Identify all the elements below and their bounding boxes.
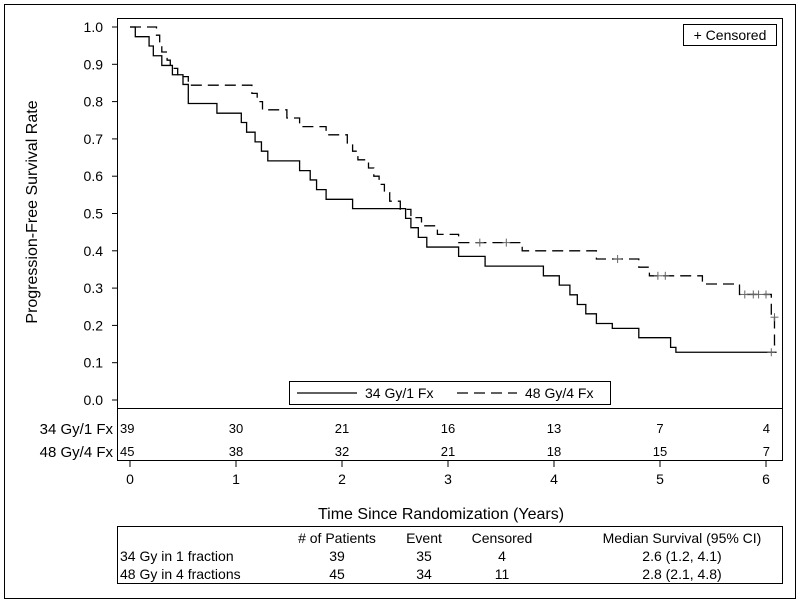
- at-risk-value-48gy: 18: [547, 444, 561, 459]
- series-layer: [130, 26, 777, 353]
- at-risk-label-48gy: 48 Gy/4 Fx: [40, 444, 114, 461]
- censor-mark: [613, 255, 622, 264]
- summary-cell: 48 Gy in 4 fractions: [120, 566, 241, 582]
- censor-mark: [767, 348, 776, 357]
- at-risk-value-48gy: 21: [441, 444, 455, 459]
- y-tick-label: 0.9: [84, 56, 104, 72]
- y-tick-label: 0.4: [84, 243, 104, 259]
- y-tick-label: 0.2: [84, 317, 104, 333]
- series-line-34gy: [130, 26, 777, 353]
- y-tick-label: 0.1: [84, 355, 104, 371]
- summary-cell: 11: [495, 566, 510, 582]
- censor-mark: [754, 290, 763, 299]
- at-risk-value-34gy: 7: [656, 421, 663, 436]
- at-risk-value-34gy: 30: [229, 421, 243, 436]
- summary-cell: 34 Gy in 1 fraction: [120, 548, 234, 564]
- summary-header-cell: Event: [406, 530, 442, 546]
- y-tick-label: 0.3: [84, 280, 104, 296]
- summary-cell: 2.8 (2.1, 4.8): [642, 566, 721, 582]
- x-axis-label: Time Since Randomization (Years): [318, 506, 564, 523]
- legend-label-48gy: 48 Gy/4 Fx: [525, 385, 593, 401]
- at-risk-value-48gy: 15: [653, 444, 667, 459]
- censor-mark: [770, 313, 779, 322]
- at-risk-value-34gy: 4: [763, 421, 770, 436]
- x-tick-label: 2: [338, 471, 346, 487]
- plot-frame: [117, 18, 783, 409]
- censor-mark: [475, 238, 484, 247]
- outer-border: [4, 4, 796, 599]
- y-tick-label: 0.6: [84, 168, 104, 184]
- at-risk-value-34gy: 21: [335, 421, 349, 436]
- x-tick-label: 3: [444, 471, 452, 487]
- y-tick-label: 1.0: [84, 19, 104, 35]
- at-risk-value-34gy: 16: [441, 421, 455, 436]
- at-risk-value-34gy: 13: [547, 421, 561, 436]
- x-tick-label: 5: [656, 471, 664, 487]
- y-axis: 0.0 0.1 0.2 0.3 0.4 0.5 0.6 0.7 0.8 0.9 1.0: [84, 19, 117, 408]
- summary-table-frame: [117, 526, 783, 584]
- x-tick-label: 0: [126, 471, 134, 487]
- at-risk-value-48gy: 32: [335, 444, 349, 459]
- at-risk-label-34gy: 34 Gy/1 Fx: [40, 421, 114, 438]
- censored-legend-label: + Censored: [694, 27, 767, 43]
- censor-mark: [502, 238, 511, 247]
- summary-header-cell: Median Survival (95% CI): [603, 530, 762, 546]
- summary-cell: 34: [416, 566, 432, 582]
- summary-cell: 35: [416, 548, 432, 564]
- at-risk-values: 39 45 30 38 21 32 16 21 13 18 7 15 4 7: [120, 421, 770, 459]
- legend-label-34gy: 34 Gy/1 Fx: [365, 385, 433, 401]
- x-axis: 0 1 2 3 4 5 6: [126, 461, 770, 487]
- y-tick-label: 0.5: [84, 206, 104, 222]
- censored-legend-box: [683, 24, 777, 46]
- summary-header-cell: # of Patients: [298, 530, 376, 546]
- censor-mark: [661, 271, 670, 280]
- censor-mark: [762, 290, 770, 299]
- censor-layer: [475, 238, 779, 357]
- summary-cell: 4: [498, 548, 506, 564]
- at-risk-frame: [117, 408, 783, 461]
- summary-header-cell: Censored: [472, 530, 533, 546]
- at-risk-value-48gy: 45: [120, 444, 134, 459]
- series-legend-box: [289, 381, 611, 405]
- summary-cell: 2.6 (1.2, 4.1): [642, 548, 721, 564]
- at-risk-value-34gy: 39: [120, 421, 134, 436]
- x-tick-label: 1: [232, 471, 240, 487]
- x-tick-label: 6: [762, 471, 770, 487]
- summary-cell: 45: [329, 566, 345, 582]
- at-risk-value-48gy: 7: [763, 444, 770, 459]
- y-tick-label: 0.8: [84, 94, 104, 110]
- y-axis-label: Progression-Free Survival Rate: [24, 100, 41, 323]
- summary-table: # of Patients Event Censored Median Surviva…: [120, 530, 761, 582]
- series-line-48gy: [130, 26, 777, 346]
- censor-mark: [653, 271, 662, 280]
- y-tick-label: 0.7: [84, 131, 104, 147]
- censor-mark: [740, 290, 749, 299]
- y-tick-label: 0.0: [84, 392, 104, 408]
- at-risk-value-48gy: 38: [229, 444, 243, 459]
- summary-cell: 39: [329, 548, 345, 564]
- x-tick-label: 4: [550, 471, 558, 487]
